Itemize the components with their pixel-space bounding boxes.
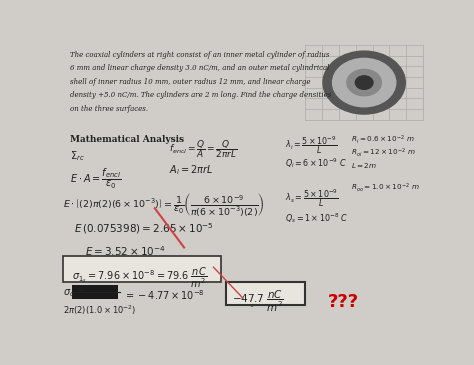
Text: $-47.7\ \dfrac{nC}{m^2}$: $-47.7\ \dfrac{nC}{m^2}$ [232,289,284,314]
Circle shape [347,69,382,96]
Text: Mathematical Analysis: Mathematical Analysis [70,135,184,144]
Text: $E = 3.52\times10^{-4}$: $E = 3.52\times10^{-4}$ [85,244,166,258]
Text: $f_{encl} = \dfrac{Q}{A} = \dfrac{Q}{2\pi r L}$: $f_{encl} = \dfrac{Q}{A} = \dfrac{Q}{2\p… [169,138,238,160]
Bar [72,285,118,299]
Text: $A_i = 2\pi r L$: $A_i = 2\pi r L$ [169,163,214,177]
Text: $\sigma_{o_i} =$: $\sigma_{o_i} =$ [63,288,86,301]
Text: 6 mm and linear charge density 3.0 nC/m, and an outer metal cylindrical: 6 mm and linear charge density 3.0 nC/m,… [70,64,329,72]
Circle shape [333,58,396,107]
Text: $E \cdot A = \dfrac{f_{encl}}{\varepsilon_0}$: $E \cdot A = \dfrac{f_{encl}}{\varepsilo… [70,166,122,191]
Text: $E\cdot\left[(2)\pi(2)(6\times10^{-3})\right]=\dfrac{1}{\varepsilon_0}\left(\dfr: $E\cdot\left[(2)\pi(2)(6\times10^{-3})\r… [63,191,264,218]
Circle shape [356,76,373,89]
Text: shell of inner radius 10 mm, outer radius 12 mm, and linear charge: shell of inner radius 10 mm, outer radiu… [70,78,311,86]
Text: $= -4.77\times10^{-8}$: $= -4.77\times10^{-8}$ [124,288,204,301]
Text: $\sigma_{1_s} = 7.96\times10^{-8} = 79.6\ \dfrac{nC}{m^2}$: $\sigma_{1_s} = 7.96\times10^{-8} = 79.6… [72,265,208,289]
Text: on the three surfaces.: on the three surfaces. [70,105,148,113]
Text: $Q_i = 6\times10^{-9}\ C$: $Q_i = 6\times10^{-9}\ C$ [285,156,347,170]
Text: The coaxial cylinders at right consist of an inner metal cylinder of radius: The coaxial cylinders at right consist o… [70,51,330,59]
Text: $R_{oi} = 12\times10^{-2}\ m$: $R_{oi} = 12\times10^{-2}\ m$ [351,147,416,159]
Bar [227,281,305,305]
Text: ???: ??? [328,293,358,311]
Text: $R_{oo} = 1.0\times10^{-2}\ m$: $R_{oo} = 1.0\times10^{-2}\ m$ [351,181,420,194]
Text: $R_i = 0.6\times10^{-2}\ m$: $R_i = 0.6\times10^{-2}\ m$ [351,133,415,146]
Circle shape [323,51,405,114]
Text: $2\pi(2)(1.0\times10^{-2})$: $2\pi(2)(1.0\times10^{-2})$ [63,304,136,317]
Text: $\lambda_i = \dfrac{5\times10^{-9}}{L}$: $\lambda_i = \dfrac{5\times10^{-9}}{L}$ [285,134,337,156]
Text: $E\,(0.075398) = 2.65\times10^{-5}$: $E\,(0.075398) = 2.65\times10^{-5}$ [74,222,214,236]
Text: $\Sigma_{rc}$: $\Sigma_{rc}$ [70,149,85,163]
Text: $L = 2m$: $L = 2m$ [351,161,377,170]
Text: $Q_s = 1\times10^{-8}\ C$: $Q_s = 1\times10^{-8}\ C$ [285,211,348,225]
Text: $\lambda_s = \dfrac{5\times10^{-9}}{L}$: $\lambda_s = \dfrac{5\times10^{-9}}{L}$ [285,187,339,209]
Bar [63,256,221,282]
Text: density +5.0 nC/m. The cylinders are 2 m long. Find the charge densities: density +5.0 nC/m. The cylinders are 2 m… [70,91,332,99]
